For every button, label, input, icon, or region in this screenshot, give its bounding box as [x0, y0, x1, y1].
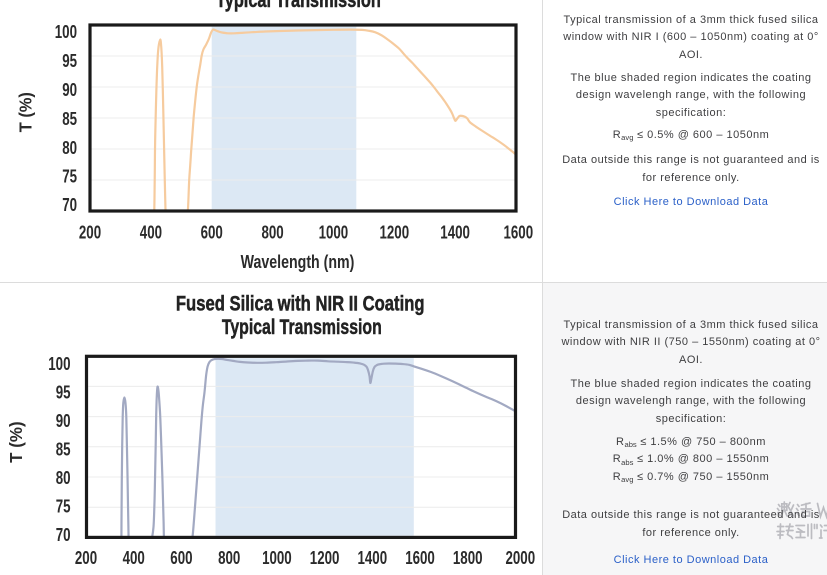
svg-text:95: 95	[62, 51, 77, 72]
svg-text:80: 80	[56, 468, 71, 489]
svg-text:Typical Transmission: Typical Transmission	[222, 316, 382, 340]
svg-text:1000: 1000	[319, 223, 349, 244]
svg-text:1400: 1400	[440, 223, 470, 244]
svg-text:100: 100	[48, 354, 70, 375]
svg-text:85: 85	[62, 109, 77, 130]
svg-text:95: 95	[56, 382, 71, 403]
svg-text:90: 90	[56, 411, 71, 432]
svg-text:1200: 1200	[310, 548, 340, 569]
svg-text:1600: 1600	[405, 548, 435, 569]
svg-text:400: 400	[123, 548, 145, 569]
svg-text:1800: 1800	[453, 548, 483, 569]
svg-text:600: 600	[170, 548, 192, 569]
svg-text:1600: 1600	[503, 223, 533, 244]
svg-text:Fused Silica with NIR II Coati: Fused Silica with NIR II Coating	[176, 293, 425, 316]
svg-text:1200: 1200	[379, 223, 409, 244]
svg-text:T (%): T (%)	[6, 421, 26, 462]
svg-text:90: 90	[62, 80, 77, 101]
svg-text:400: 400	[140, 223, 162, 244]
svg-text:70: 70	[56, 525, 71, 546]
svg-text:Wavelength (nm): Wavelength (nm)	[241, 252, 355, 272]
svg-text:1000: 1000	[262, 548, 292, 569]
svg-text:T (%): T (%)	[16, 92, 36, 132]
svg-text:85: 85	[56, 439, 71, 460]
svg-text:70: 70	[62, 195, 77, 216]
svg-text:800: 800	[218, 548, 240, 569]
svg-text:75: 75	[56, 496, 71, 517]
svg-text:75: 75	[62, 166, 77, 187]
svg-text:200: 200	[79, 223, 101, 244]
svg-text:800: 800	[261, 223, 283, 244]
svg-text:80: 80	[62, 138, 77, 159]
svg-text:100: 100	[55, 22, 77, 43]
svg-text:Typical Transmission: Typical Transmission	[216, 0, 381, 13]
svg-text:2000: 2000	[505, 548, 535, 569]
svg-text:600: 600	[201, 223, 223, 244]
svg-text:200: 200	[75, 548, 97, 569]
svg-text:1400: 1400	[357, 548, 387, 569]
